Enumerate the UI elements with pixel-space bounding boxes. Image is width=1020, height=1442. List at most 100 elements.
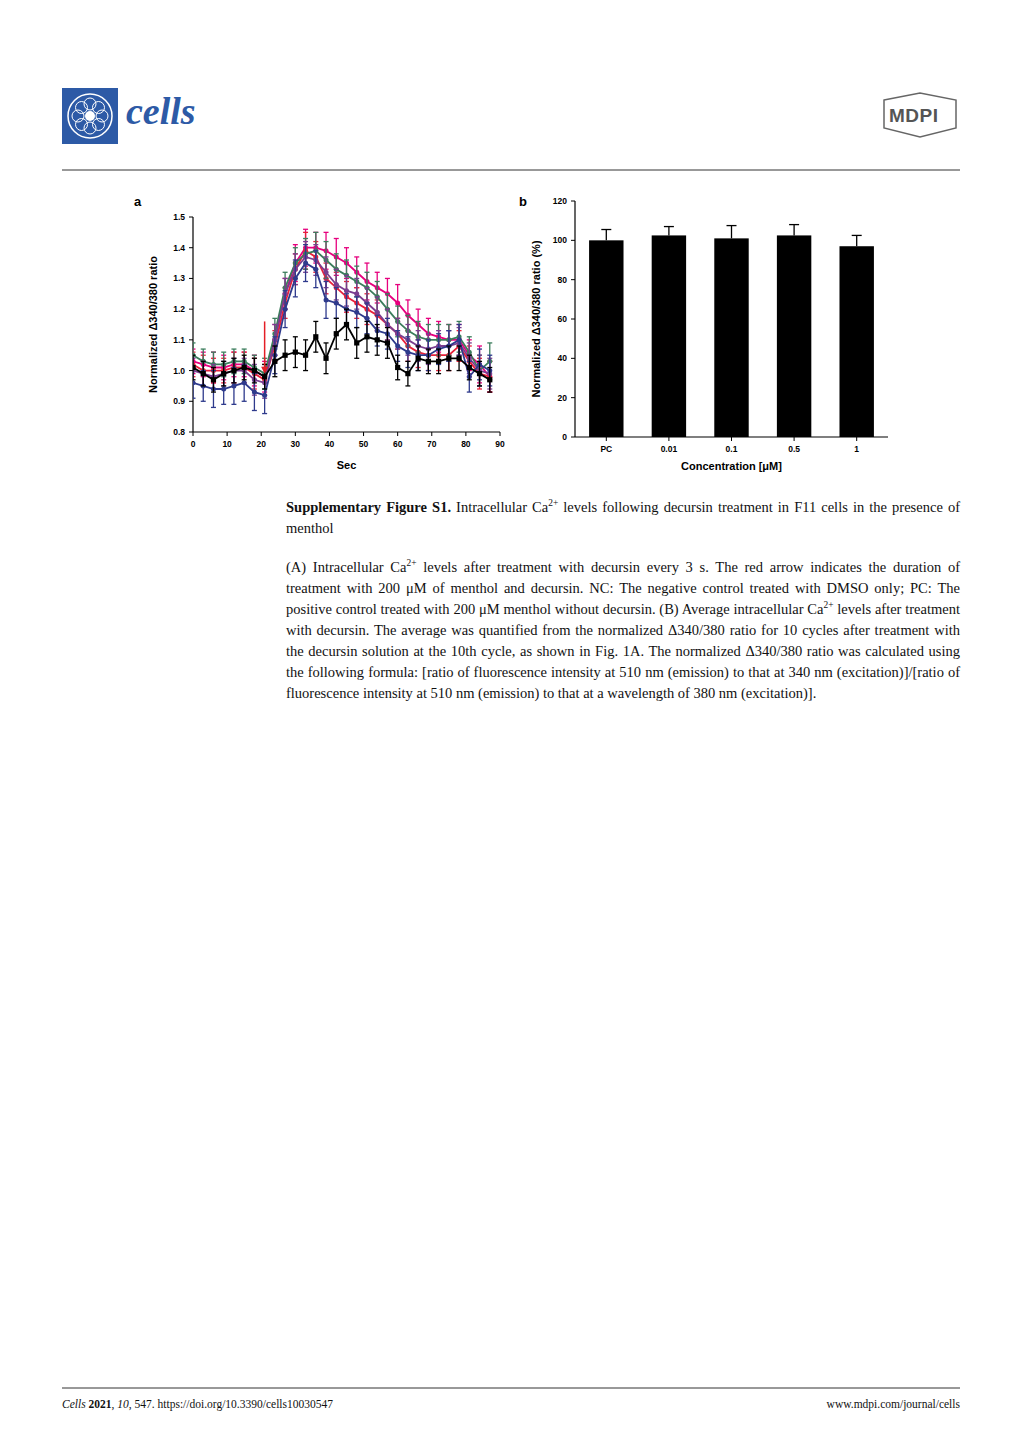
error-stem [606, 230, 607, 241]
error-cap [303, 241, 308, 242]
error-cap [211, 351, 216, 352]
error-cap [385, 318, 390, 319]
error-cap [405, 299, 410, 300]
y-tick [189, 370, 193, 371]
y-tick [571, 279, 575, 280]
error-bar [601, 230, 611, 241]
journal-icon [62, 88, 118, 144]
error-cap [324, 232, 329, 233]
y-tick [571, 319, 575, 320]
error-cap [283, 327, 288, 328]
error-cap [467, 336, 472, 337]
error-bar [467, 355, 472, 380]
text-run: 10 [117, 1398, 129, 1410]
error-cap [313, 287, 318, 288]
y-tick [189, 217, 193, 218]
chart-b: b020406080100120PC0.010.10.51Concentrati… [519, 194, 888, 472]
error-bar [324, 282, 329, 319]
error-bar [201, 361, 206, 386]
error-cap [375, 296, 380, 297]
series-line [193, 248, 490, 377]
error-cap [324, 373, 329, 374]
error-cap [354, 296, 359, 297]
text-run: , 547. https://doi.org/10.3390/cells1003… [129, 1398, 333, 1410]
marker [231, 368, 236, 373]
error-cap [364, 272, 369, 273]
error-cap [293, 253, 298, 254]
error-cap [487, 391, 492, 392]
error-bar [664, 227, 674, 236]
error-bar [211, 352, 216, 383]
x-tick [731, 437, 732, 441]
marker [344, 322, 349, 327]
chart-a: a0.80.91.01.11.21.31.41.5010203040506070… [134, 194, 505, 471]
bar [839, 246, 873, 437]
series [193, 229, 492, 392]
error-cap [201, 348, 206, 349]
error-cap [283, 370, 288, 371]
error-cap [405, 336, 410, 337]
text-run: 2+ [823, 600, 833, 610]
error-cap [727, 225, 737, 226]
marker [303, 261, 308, 266]
error-cap [457, 370, 462, 371]
y-tick-label: 1.5 [173, 212, 185, 222]
error-cap [201, 385, 206, 386]
series-line [193, 325, 490, 380]
text-run: , [112, 1398, 118, 1410]
error-cap [405, 361, 410, 362]
error-cap [789, 224, 799, 225]
marker [354, 310, 359, 315]
x-tick [363, 432, 364, 436]
x-tick [295, 432, 296, 436]
error-bar [344, 309, 349, 340]
error-cap [487, 367, 492, 368]
error-cap [221, 385, 226, 386]
error-cap [385, 293, 390, 294]
error-cap [467, 355, 472, 356]
marker [242, 365, 247, 370]
error-cap [193, 379, 196, 380]
y-tick-label: 1.4 [173, 243, 185, 253]
error-cap [252, 358, 257, 359]
caption-title: Supplementary Figure S1. Intracellular C… [286, 497, 960, 539]
error-cap [395, 379, 400, 380]
error-bar [252, 355, 257, 386]
x-tick-label: 20 [256, 439, 266, 449]
bar [589, 240, 623, 437]
error-cap [293, 247, 298, 248]
error-cap [426, 373, 431, 374]
marker [221, 371, 226, 376]
error-cap [252, 410, 257, 411]
error-bar [727, 226, 737, 239]
error-cap [242, 401, 247, 402]
error-cap [416, 339, 421, 340]
y-tick [571, 201, 575, 202]
x-tick-label: 40 [325, 439, 335, 449]
text-run: 2+ [406, 558, 416, 568]
error-cap [324, 281, 329, 282]
error-cap [201, 385, 206, 386]
publisher-name: MDPI [889, 105, 939, 127]
error-stem [668, 227, 669, 236]
error-cap [436, 324, 441, 325]
marker [405, 371, 410, 376]
y-tick-label: 1.3 [173, 273, 185, 283]
y-tick-label: 120 [553, 196, 567, 206]
error-bar [446, 340, 451, 371]
text-run: 2+ [548, 498, 558, 508]
error-cap [405, 324, 410, 325]
page-graphics: a0.80.91.01.11.21.31.41.5010203040506070… [0, 0, 1020, 1442]
error-cap [252, 355, 257, 356]
error-cap [364, 302, 369, 303]
text-run: 2021 [89, 1398, 112, 1410]
error-cap [385, 308, 390, 309]
error-cap [293, 244, 298, 245]
error-cap [457, 324, 462, 325]
error-bar [852, 235, 862, 246]
marker [262, 374, 267, 379]
error-cap [426, 339, 431, 340]
error-bar [354, 328, 359, 359]
series [193, 245, 492, 414]
marker [364, 316, 369, 321]
